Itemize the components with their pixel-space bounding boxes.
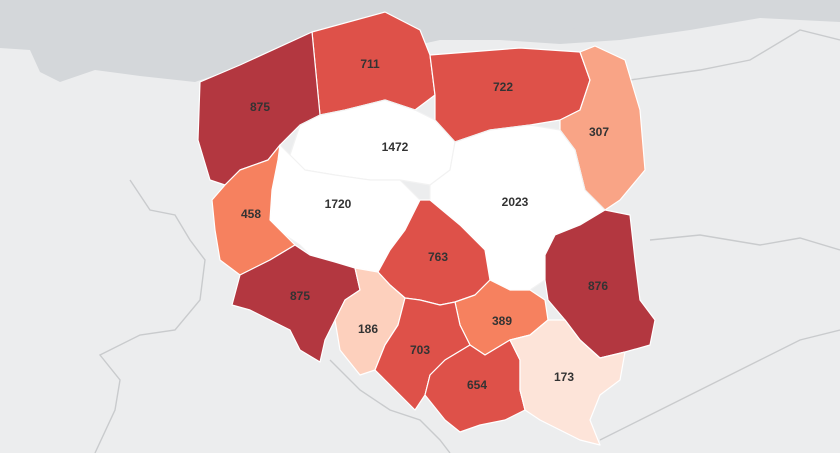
label-dolnoslaskie: 875 — [290, 289, 310, 303]
label-pomorskie: 711 — [360, 57, 380, 71]
labels-layer: 711 722 307 875 1472 1720 2023 458 763 8… — [241, 57, 609, 392]
label-lubelskie: 876 — [588, 279, 608, 293]
label-lubuskie: 458 — [241, 207, 261, 221]
label-lodzkie: 763 — [428, 250, 448, 264]
label-podlaskie: 307 — [589, 125, 609, 139]
baltic-sea-lower — [300, 0, 840, 30]
region-warminsko-mazurskie[interactable] — [429, 47, 591, 143]
neighbour-border-northeast — [629, 29, 840, 81]
label-podkarpackie: 173 — [554, 370, 574, 384]
neighbour-border-west — [94, 179, 206, 453]
label-swietokrzyskie: 389 — [492, 314, 512, 328]
neighbour-border-east — [649, 234, 840, 251]
label-kujawsko-pomorskie: 1472 — [382, 140, 409, 154]
region-lubuskie[interactable] — [211, 144, 296, 276]
label-mazowieckie: 2023 — [502, 195, 529, 209]
label-zachodniopomorskie: 875 — [250, 100, 270, 114]
neighbour-border-south — [329, 359, 451, 453]
label-malopolskie: 654 — [467, 378, 487, 392]
label-opolskie: 186 — [358, 322, 378, 336]
label-wielkopolskie: 1720 — [325, 197, 352, 211]
neighbour-border-southeast — [599, 329, 840, 441]
regions-layer — [197, 11, 656, 446]
region-podkarpackie[interactable] — [509, 319, 626, 446]
label-slaskie: 703 — [410, 343, 430, 357]
label-warminsko-mazurskie: 722 — [493, 80, 513, 94]
